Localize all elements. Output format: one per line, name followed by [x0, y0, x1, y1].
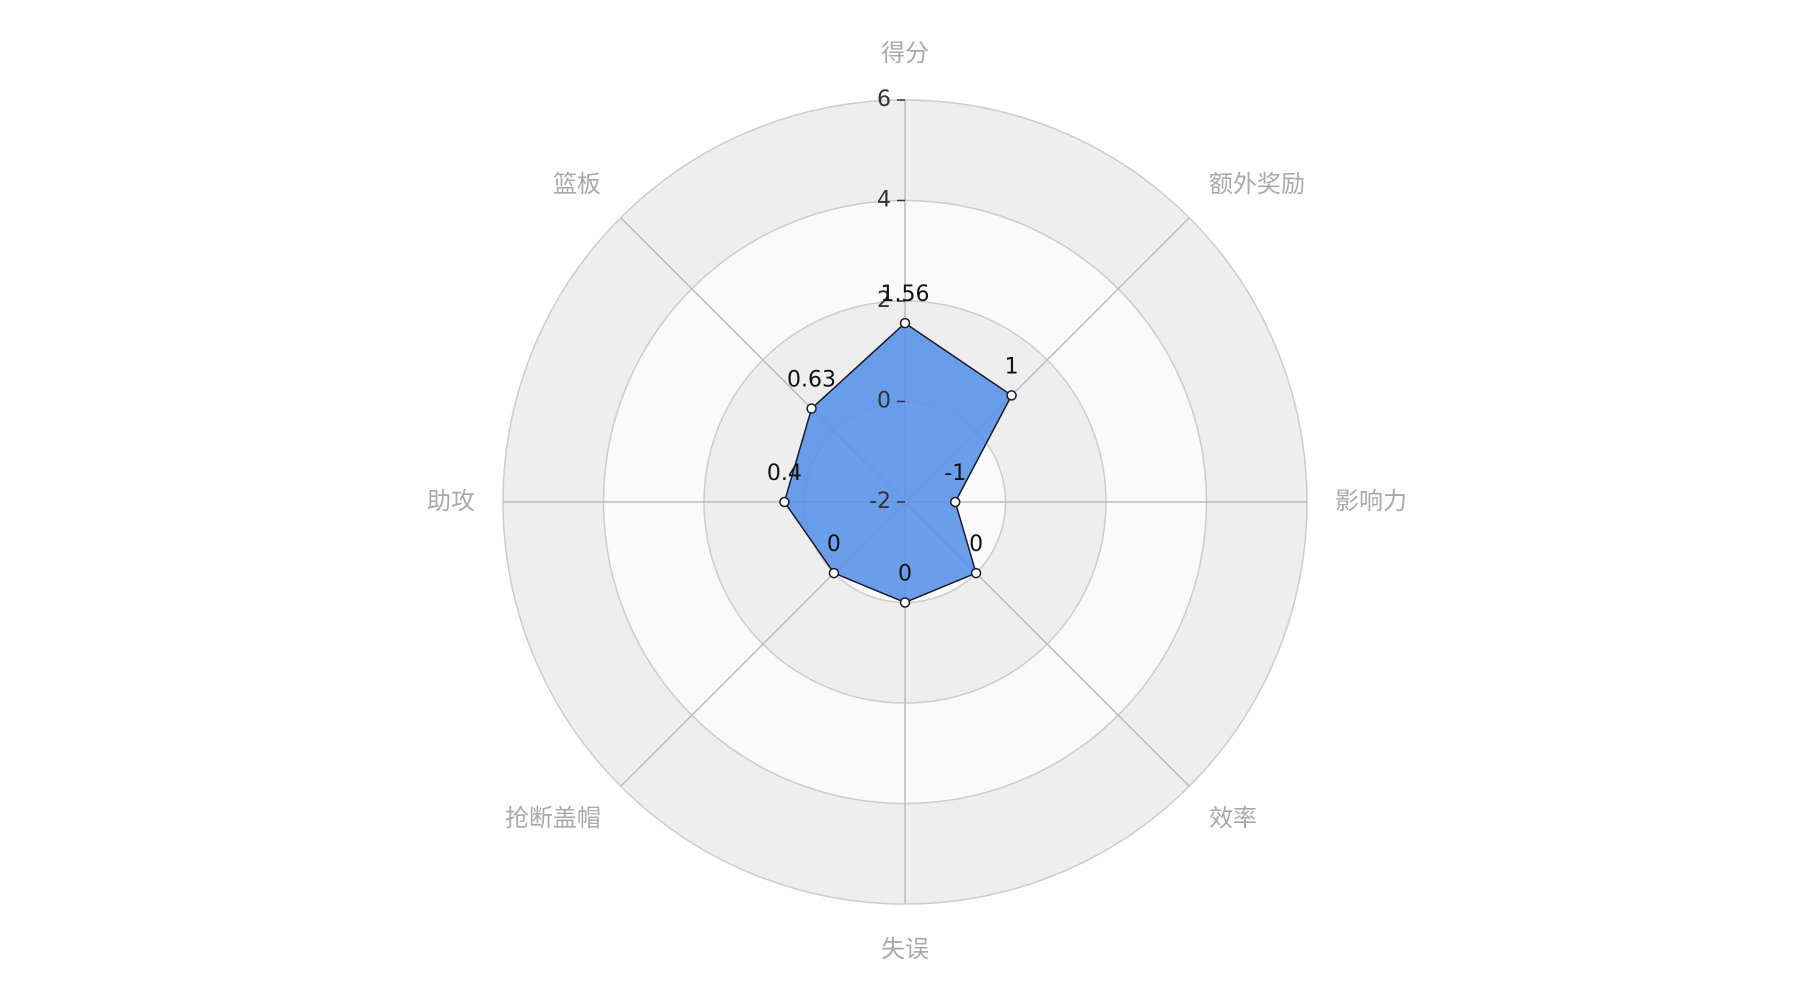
indicator-label: 助攻	[427, 487, 475, 515]
indicator-label: 效率	[1209, 804, 1257, 832]
tick-label: 6	[877, 87, 891, 112]
tick-label: -2	[869, 489, 891, 514]
data-point	[806, 403, 817, 414]
data-label: 0	[969, 532, 983, 557]
data-point	[950, 496, 961, 508]
indicator-label: 篮板	[553, 170, 601, 198]
indicator-label: 额外奖励	[1209, 170, 1305, 198]
indicator-label: 得分	[881, 39, 929, 67]
data-label: 0.4	[767, 461, 802, 486]
data-label: 1.56	[881, 282, 930, 307]
data-point	[899, 597, 911, 608]
data-point	[828, 567, 840, 579]
tick-label: 2	[877, 288, 891, 313]
data-label: -1	[944, 461, 966, 486]
data-label: 0	[827, 532, 841, 557]
tick-label: 0	[877, 389, 891, 414]
data-point	[779, 496, 790, 508]
data-label: 0.63	[787, 368, 836, 393]
tick-label: 4	[877, 188, 891, 213]
data-label: 0	[898, 562, 912, 587]
data-label: 1	[1005, 354, 1019, 379]
data-point	[899, 317, 911, 329]
data-point	[1006, 390, 1017, 401]
indicator-label: 影响力	[1335, 487, 1407, 515]
indicator-label: 失误	[881, 935, 929, 963]
data-point	[970, 567, 982, 579]
indicator-label: 抢断盖帽	[505, 804, 601, 832]
